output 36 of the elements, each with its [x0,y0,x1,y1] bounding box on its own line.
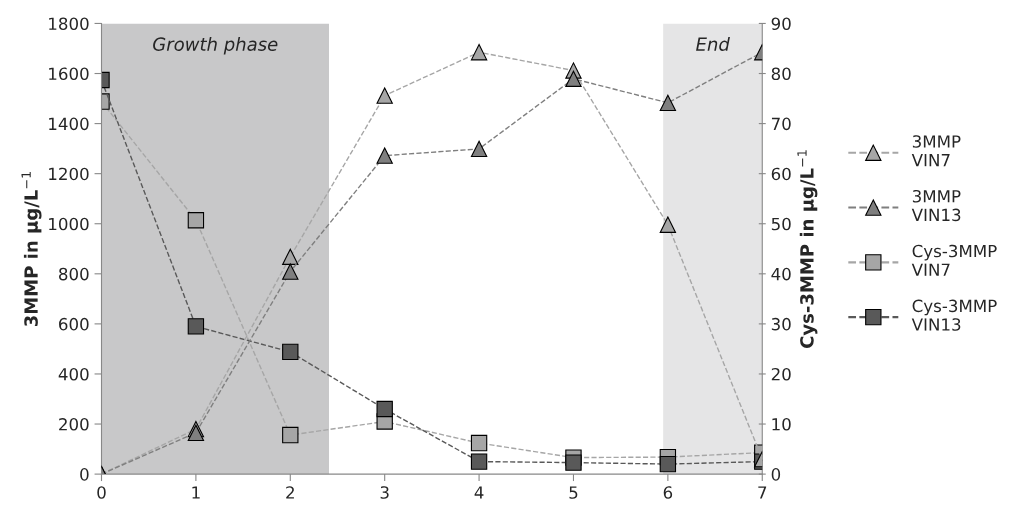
legend-label: 3MMP VIN13 [911,189,961,222]
band-label: Growth phase [153,36,278,55]
y2-tick-label: 30 [771,317,791,331]
y2-tick-label: 90 [771,17,791,31]
y2-tick-label: 50 [771,217,791,231]
y-axis-title: 3MMP in µg/L$^{−1}$ [21,172,42,327]
x-tick-label: 2 [286,486,294,499]
x-tick-label: 5 [569,486,578,499]
y-tick-label: 800 [59,267,89,281]
y-tick-label: 1800 [49,17,89,31]
y2-tick-label: 60 [771,167,791,181]
y2-tick-label: 10 [772,418,791,431]
x-tick-label: 7 [758,486,767,499]
y2-axis-title: Cys-3MMP in µg/L$^{−1}$ [797,150,818,348]
y-tick-label: 1400 [49,117,89,131]
y-tick-label: 0 [80,468,89,481]
legend-label: 3MMP VIN7 [911,135,961,167]
band-label: End [696,36,730,51]
y2-tick-label: 40 [771,267,791,281]
x-tick-label: 3 [380,486,389,499]
y2-tick-label: 20 [771,367,791,381]
y-tick-label: 1600 [49,67,89,81]
legend-label: Cys-3MMP VIN7 [911,244,997,276]
x-tick-label: 0 [97,486,106,499]
legend-label: Cys-3MMP VIN13 [911,299,997,331]
y-tick-label: 200 [59,418,89,431]
y2-tick-label: 70 [771,117,791,131]
y2-tick-label: 0 [771,468,781,481]
x-tick-label: 4 [474,486,484,499]
y2-tick-label: 80 [771,67,791,81]
y-tick-label: 1200 [49,167,89,181]
y-tick-label: 600 [59,317,89,331]
x-tick-label: 6 [663,486,673,499]
x-tick-label: 1 [192,486,200,499]
y-tick-label: 1000 [49,217,89,231]
y-tick-label: 400 [58,367,89,381]
